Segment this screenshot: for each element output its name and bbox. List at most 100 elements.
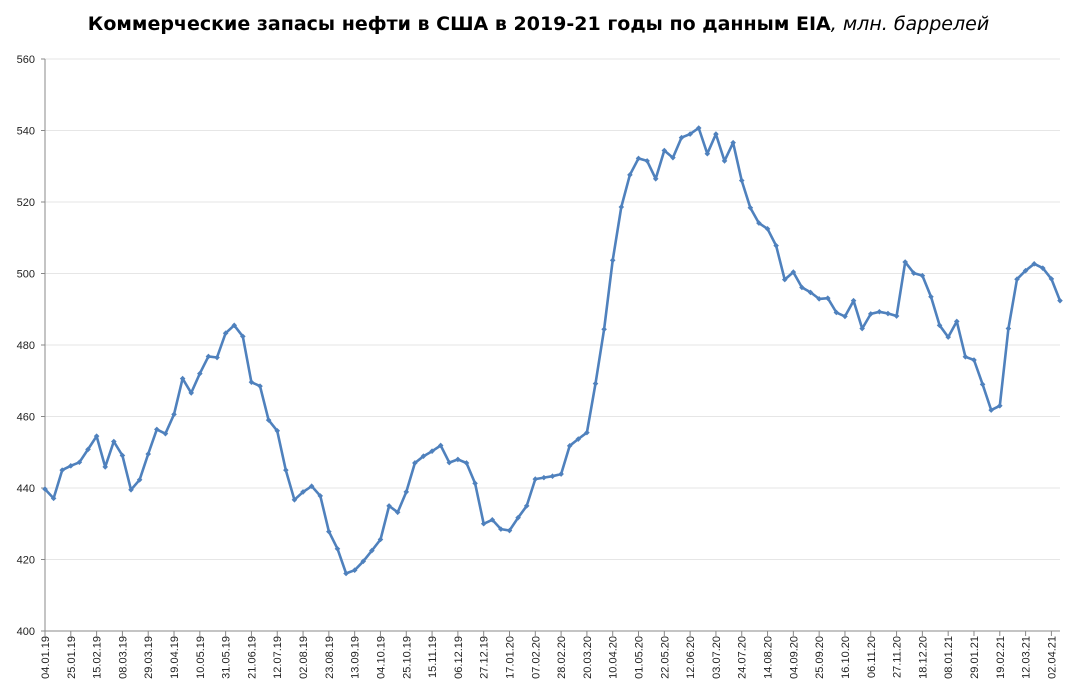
data-point [928, 293, 934, 300]
data-point [455, 456, 461, 463]
x-tick-label: 12.03.21 [1021, 636, 1033, 679]
x-tick-label: 03.07.20 [711, 636, 723, 679]
y-tick-label: 480 [17, 340, 35, 352]
x-tick-label: 29.03.19 [143, 636, 155, 679]
y-tick-label: 440 [17, 483, 35, 495]
data-point [902, 259, 908, 265]
data-point [326, 528, 332, 535]
data-point [1022, 267, 1029, 274]
data-point [687, 131, 693, 137]
data-point [214, 354, 220, 361]
x-tick-label: 27.12.19 [479, 636, 491, 679]
chart-title-units: , млн. баррелей [830, 13, 990, 35]
data-point [171, 411, 177, 418]
data-point [618, 204, 625, 210]
data-point [876, 308, 883, 315]
data-point [265, 417, 272, 423]
data-point [42, 486, 48, 492]
y-tick-label: 540 [17, 126, 35, 138]
data-point [50, 495, 57, 502]
x-tick-label: 13.09.19 [350, 636, 362, 679]
x-tick-label: 04.01.19 [40, 636, 52, 679]
x-tick-label: 07.02.20 [530, 636, 542, 679]
data-point [644, 158, 650, 164]
data-point [704, 150, 711, 157]
data-point [584, 429, 590, 436]
data-point [919, 272, 926, 279]
data-point [463, 460, 470, 466]
data-point [867, 311, 874, 317]
data-point [713, 131, 719, 137]
x-tick-label: 02.04.21 [1046, 636, 1058, 679]
data-point [506, 527, 513, 534]
x-tick-label: 19.02.21 [995, 636, 1007, 679]
data-point [394, 509, 401, 516]
data-point [85, 446, 91, 453]
data-point [205, 353, 212, 360]
x-tick-label: 01.05.20 [634, 636, 646, 679]
data-point [790, 269, 797, 275]
data-point [549, 473, 556, 480]
data-point [222, 330, 229, 337]
data-point [575, 436, 582, 442]
x-tick-label: 28.02.20 [556, 636, 568, 679]
data-point [351, 567, 358, 574]
x-tick-label: 04.09.20 [788, 636, 800, 679]
data-point [59, 467, 66, 473]
x-tick-label: 06.11.20 [866, 636, 878, 678]
y-tick-label: 520 [17, 197, 35, 209]
data-point [472, 480, 478, 487]
data-point [231, 322, 238, 329]
data-point [670, 154, 676, 161]
x-tick-label: 18.12.20 [917, 636, 929, 679]
data-point [859, 325, 865, 332]
data-point [274, 428, 281, 434]
x-tick-label: 29.01.21 [969, 636, 981, 679]
data-point [816, 296, 822, 302]
data-point [119, 452, 126, 459]
x-tick-label: 25.01.19 [66, 636, 78, 679]
data-point [799, 284, 805, 291]
data-point [893, 313, 900, 319]
data-point [386, 503, 392, 509]
data-point [300, 489, 306, 495]
data-point [179, 375, 186, 382]
data-point [850, 297, 857, 304]
x-tick-label: 19.04.19 [169, 636, 181, 679]
data-point [420, 453, 427, 459]
data-point [945, 334, 951, 340]
data-point [240, 333, 246, 340]
data-point [248, 379, 255, 385]
x-tick-label: 21.06.19 [246, 636, 258, 679]
x-tick-label: 22.05.20 [659, 636, 671, 679]
data-point [996, 402, 1003, 409]
data-point [360, 558, 367, 565]
series-oil-stocks [42, 125, 1063, 577]
y-tick-label: 500 [17, 269, 35, 281]
data-point [988, 407, 994, 413]
data-point [145, 451, 152, 457]
data-point [76, 459, 83, 466]
x-tick-label: 17.01.20 [505, 636, 517, 679]
data-point [515, 514, 521, 521]
data-point [532, 476, 539, 482]
x-tick-label: 12.06.20 [685, 636, 697, 679]
data-point [833, 309, 840, 316]
data-point [1048, 276, 1055, 282]
data-point [369, 547, 375, 554]
data-point [566, 443, 573, 449]
data-point [953, 318, 960, 325]
data-point [377, 536, 384, 543]
data-point [412, 460, 418, 466]
data-point [1031, 261, 1037, 267]
data-point [480, 520, 487, 527]
x-tick-label: 10.04.20 [608, 636, 620, 679]
data-point [403, 489, 410, 495]
data-point [678, 134, 685, 141]
data-point [437, 442, 444, 449]
data-point [102, 464, 109, 470]
x-tick-label: 31.05.19 [221, 636, 233, 679]
data-point [764, 226, 771, 232]
x-tick-label: 06.12.19 [453, 636, 465, 679]
